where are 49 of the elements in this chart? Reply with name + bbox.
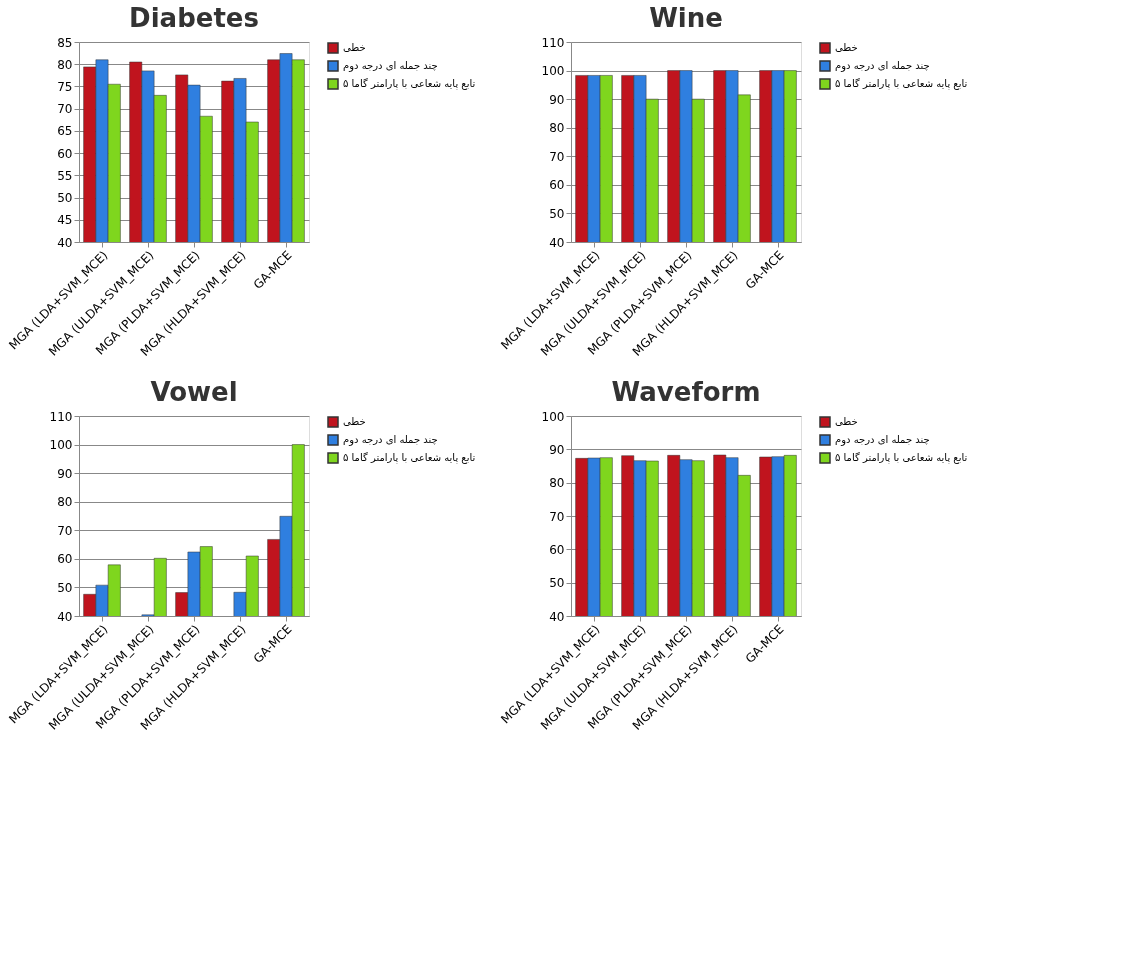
legend-label: چند جمله ای درجه دوم	[835, 434, 930, 446]
legend-label: چند جمله ای درجه دوم	[343, 60, 438, 72]
y-tick-label: 55	[57, 168, 73, 183]
y-tick-label: 100	[49, 438, 73, 453]
y-tick-label: 40	[57, 609, 73, 624]
legend-label: تابع پایه شعاعی با پارامتر گاما ۵	[835, 452, 968, 464]
y-tick-label: 40	[549, 235, 565, 250]
y-tick-label: 90	[57, 466, 73, 481]
y-tick-label: 75	[57, 79, 73, 94]
y-tick-label: 60	[549, 542, 565, 557]
legend-label: تابع پایه شعاعی با پارامتر گاما ۵	[343, 78, 476, 90]
y-tick-label: 70	[57, 102, 73, 117]
y-tick-label: 100	[541, 409, 565, 424]
y-tick-label: 60	[57, 146, 73, 161]
y-tick-label: 100	[541, 64, 565, 79]
legend-label: خطی	[835, 416, 858, 427]
y-tick-label: 85	[57, 35, 73, 50]
y-tick-label: 90	[549, 92, 565, 107]
y-tick-label: 40	[57, 235, 73, 250]
y-tick-label: 65	[57, 124, 73, 139]
y-tick-label: 110	[541, 35, 565, 50]
y-tick-label: 45	[57, 213, 73, 228]
legend-label: چند جمله ای درجه دوم	[835, 60, 930, 72]
legend-label: خطی	[343, 42, 366, 53]
y-tick-label: 90	[549, 442, 565, 457]
y-tick-label: 70	[549, 149, 565, 164]
y-tick-label: 80	[549, 476, 565, 491]
chart-title: Waveform	[611, 377, 761, 407]
y-tick-label: 60	[57, 552, 73, 567]
y-tick-label: 70	[57, 523, 73, 538]
y-tick-label: 50	[57, 191, 73, 206]
y-tick-label: 60	[549, 178, 565, 193]
y-tick-label: 80	[57, 495, 73, 510]
legend-label: چند جمله ای درجه دوم	[343, 434, 438, 446]
y-tick-label: 50	[57, 580, 73, 595]
y-tick-label: 50	[549, 206, 565, 221]
chart-title: Wine	[649, 3, 723, 33]
y-tick-label: 80	[549, 121, 565, 136]
legend-label: خطی	[343, 416, 366, 427]
chart-title: Diabetes	[129, 3, 259, 33]
legend-label: خطی	[835, 42, 858, 53]
y-tick-label: 110	[49, 409, 73, 424]
y-tick-label: 70	[549, 509, 565, 524]
y-tick-label: 50	[549, 576, 565, 591]
y-tick-label: 80	[57, 57, 73, 72]
chart-title: Vowel	[150, 377, 238, 407]
legend-label: تابع پایه شعاعی با پارامتر گاما ۵	[835, 78, 968, 90]
y-tick-label: 40	[549, 609, 565, 624]
legend-label: تابع پایه شعاعی با پارامتر گاما ۵	[343, 452, 476, 464]
